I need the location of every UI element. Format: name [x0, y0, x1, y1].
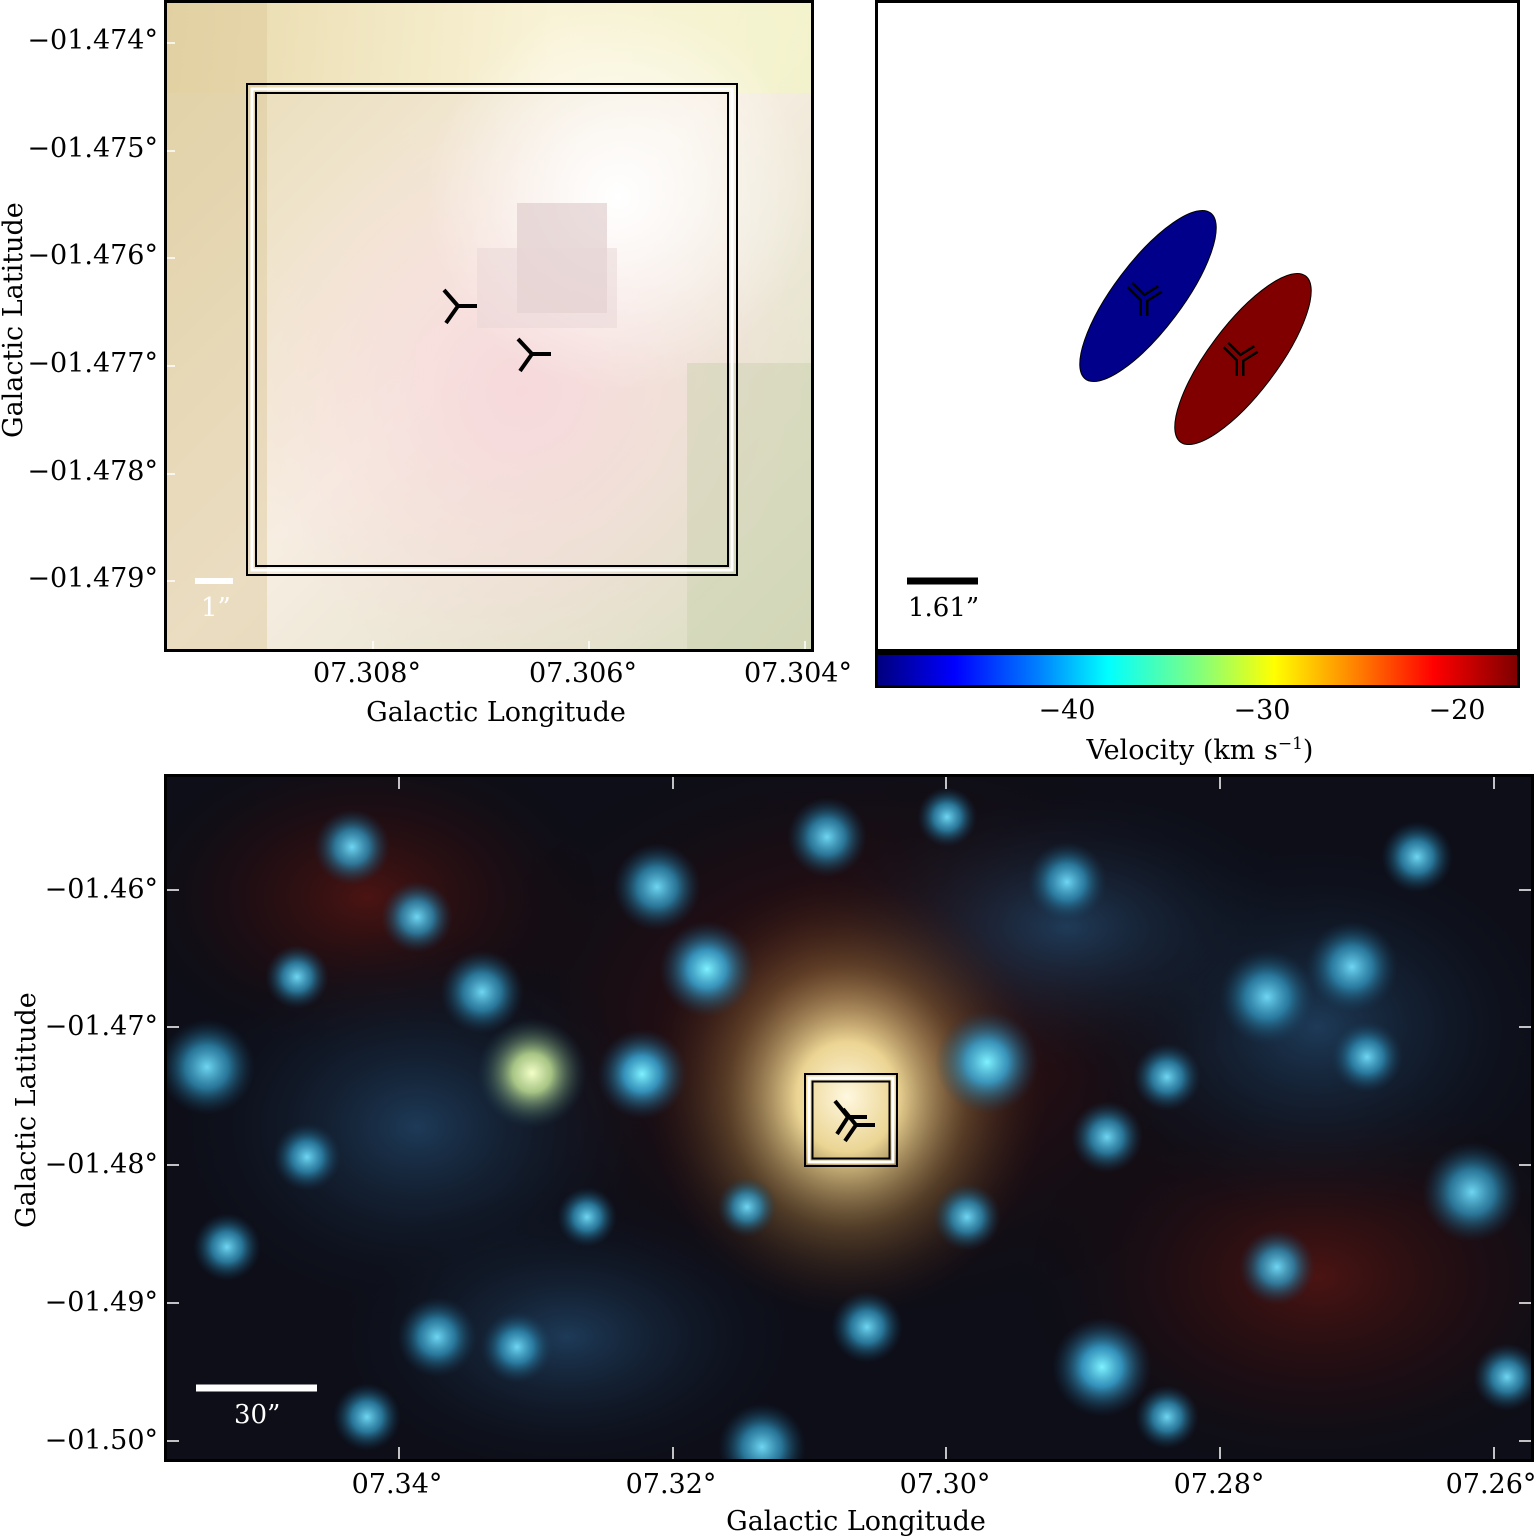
source-marker [1222, 341, 1259, 376]
outflow-map-panel: 1.61” [875, 0, 1520, 652]
y-tick-label: −01.475° [27, 133, 158, 164]
x-tick-label: 07.304° [744, 658, 852, 689]
y-tick-label: −01.48° [44, 1149, 158, 1180]
y-tick-label: −01.50° [44, 1425, 158, 1456]
x-tick-label: 07.28° [1173, 1469, 1265, 1500]
y-tick-label: −01.47° [44, 1011, 158, 1042]
y-tick-label: −01.479° [27, 563, 158, 594]
scale-bar-label: 30” [234, 1400, 281, 1430]
outflow-map [907, 209, 1312, 585]
source-marker [1126, 281, 1163, 316]
source-marker [833, 1099, 875, 1143]
colorbar-tick-label: −30 [1233, 695, 1291, 726]
x-axis-title: Galactic Longitude [726, 1506, 986, 1537]
x-tick-label: 07.34° [351, 1469, 443, 1500]
y-tick-label: −01.477° [27, 348, 158, 379]
zoom-image [167, 3, 811, 649]
x-axis-title: Galactic Longitude [366, 697, 626, 728]
x-tick-label: 07.306° [529, 658, 637, 689]
x-tick-label: 07.308° [313, 658, 421, 689]
source-marker [516, 337, 551, 373]
y-tick-label: −01.476° [27, 240, 158, 271]
velocity-colorbar [875, 652, 1520, 688]
zoom-image-panel: 1” [164, 0, 814, 652]
y-tick-label: −01.49° [44, 1287, 158, 1318]
x-tick-label: 07.32° [625, 1469, 717, 1500]
y-tick-label: −01.478° [27, 456, 158, 487]
scale-bar-label: 1” [201, 593, 231, 623]
colorbar-title: Velocity (km s−1) [1086, 734, 1314, 766]
colorbar-tick-label: −40 [1038, 695, 1096, 726]
colorbar-tick-label: −20 [1428, 695, 1486, 726]
y-axis-title: Galactic Latitude [0, 202, 29, 438]
scale-bar-label: 1.61” [908, 593, 980, 623]
y-tick-label: −01.474° [27, 25, 158, 56]
wide-field-image [167, 777, 1531, 1459]
y-axis-title: Galactic Latitude [11, 992, 42, 1228]
y-tick-label: −01.46° [44, 874, 158, 905]
wide-field-image-panel: 30” [164, 774, 1534, 1462]
x-tick-label: 07.30° [899, 1469, 991, 1500]
x-tick-label: 07.26° [1445, 1469, 1536, 1500]
source-marker [442, 288, 477, 325]
